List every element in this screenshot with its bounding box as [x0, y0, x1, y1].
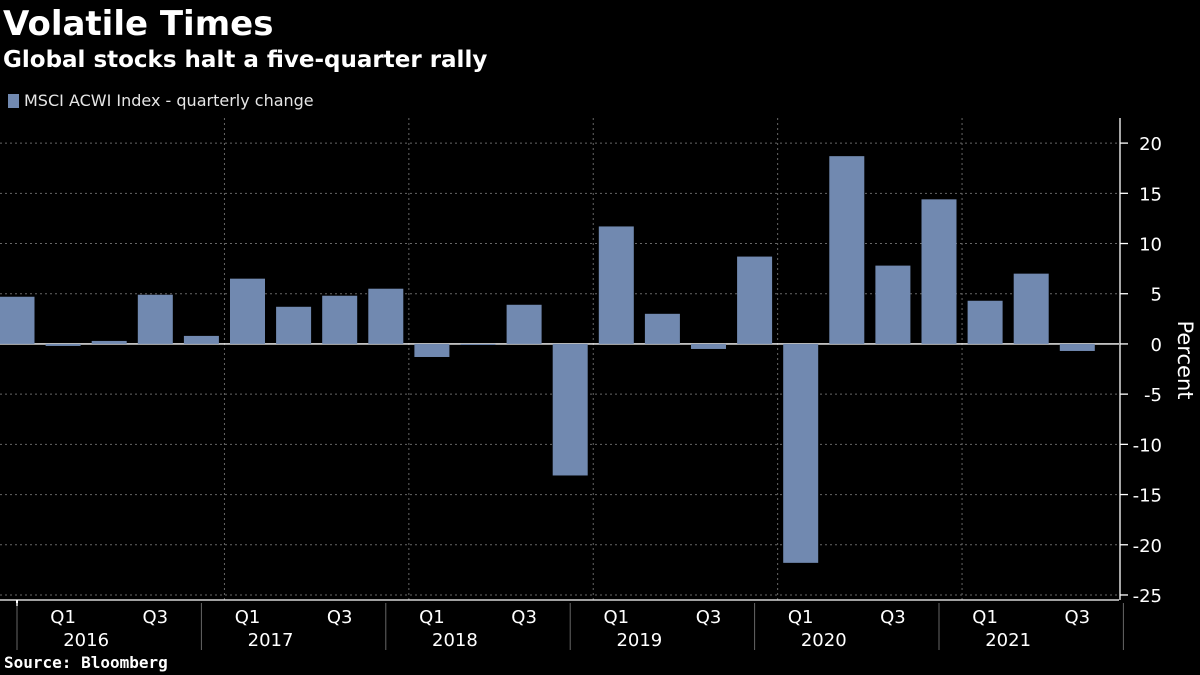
- x-tick-label: Q1: [419, 607, 445, 628]
- y-tick-label: -15: [1133, 486, 1162, 507]
- bar: [552, 343, 588, 476]
- x-tick-label: Q3: [142, 607, 168, 628]
- x-tick-label: Q3: [880, 607, 906, 628]
- year-label: 2020: [801, 630, 847, 651]
- bar: [875, 265, 911, 344]
- y-tick-label: 0: [1151, 335, 1162, 356]
- x-tick-label: Q1: [603, 607, 629, 628]
- year-label: 2017: [248, 630, 294, 651]
- bar: [460, 343, 496, 345]
- x-tick-label: Q1: [235, 607, 261, 628]
- bar: [322, 295, 358, 344]
- x-tick-label: Q1: [50, 607, 76, 628]
- y-tick-label: 5: [1151, 285, 1162, 306]
- y-tick-label: 10: [1139, 235, 1162, 256]
- source-note: Source: Bloomberg: [4, 653, 168, 672]
- year-label: 2018: [432, 630, 478, 651]
- bar: [183, 335, 219, 344]
- x-tick-label: Q3: [511, 607, 537, 628]
- bar: [368, 288, 404, 344]
- y-tick-label: 20: [1139, 134, 1162, 155]
- x-tick-label: Q3: [1064, 607, 1090, 628]
- bar: [967, 300, 1003, 344]
- y-axis-label: Percent: [1173, 320, 1197, 399]
- x-tick-label: Q3: [696, 607, 722, 628]
- chart-title: Volatile Times: [3, 4, 274, 44]
- legend: MSCI ACWI Index - quarterly change: [8, 91, 314, 110]
- bar: [230, 278, 265, 344]
- x-tick-label: Q3: [327, 607, 353, 628]
- bar: [45, 343, 81, 346]
- chart-subtitle: Global stocks halt a five-quarter rally: [3, 47, 488, 73]
- year-label: 2016: [63, 630, 109, 651]
- y-tick-label: 15: [1139, 184, 1162, 205]
- bar: [506, 304, 542, 344]
- bar: [137, 294, 173, 344]
- bar: [1059, 343, 1095, 351]
- bar: [276, 306, 312, 344]
- bar: [783, 343, 819, 563]
- bar: [0, 296, 35, 344]
- y-tick-label: -20: [1133, 536, 1162, 557]
- bar: [598, 226, 634, 344]
- bar: [691, 343, 726, 349]
- year-label: 2019: [616, 630, 662, 651]
- x-tick-label: Q1: [972, 607, 998, 628]
- bar: [921, 199, 957, 344]
- bar: [644, 313, 680, 344]
- bar: [1013, 273, 1049, 344]
- bar: [414, 343, 450, 357]
- y-tick-label: -5: [1144, 385, 1162, 406]
- year-label: 2021: [985, 630, 1031, 651]
- y-tick-label: -25: [1133, 586, 1162, 607]
- y-tick-label: -10: [1133, 435, 1162, 456]
- legend-label: MSCI ACWI Index - quarterly change: [24, 91, 314, 110]
- bar: [829, 156, 865, 344]
- legend-swatch: [8, 93, 19, 108]
- bar: [91, 340, 127, 344]
- x-tick-label: Q1: [788, 607, 814, 628]
- bar: [737, 256, 773, 344]
